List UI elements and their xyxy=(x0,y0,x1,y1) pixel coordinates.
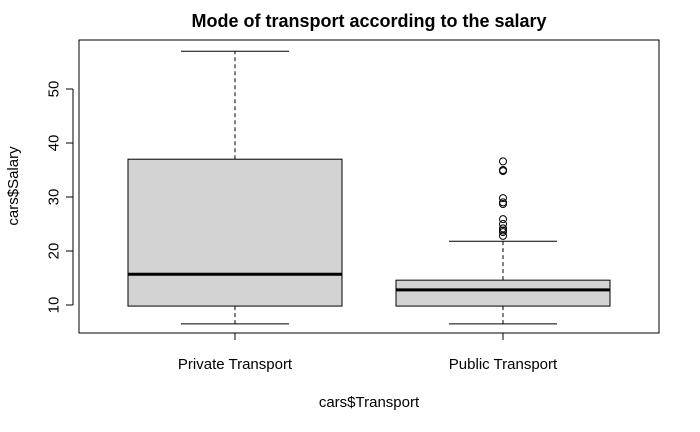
x-axis: Private Transport Public Transport xyxy=(178,333,558,373)
box-1 xyxy=(127,50,343,325)
boxes xyxy=(127,50,611,325)
x-tick-label: Public Transport xyxy=(449,356,558,373)
outlier-point xyxy=(499,231,507,240)
x-axis-label: cars$Transport xyxy=(319,394,420,411)
outlier-point xyxy=(499,166,507,174)
outlier-point xyxy=(499,194,507,203)
iqr-box xyxy=(127,158,343,307)
plot-frame xyxy=(78,39,660,334)
outlier-point xyxy=(499,198,507,207)
outlier-point xyxy=(499,226,507,235)
y-axis: 10 20 30 40 50 xyxy=(46,81,74,314)
y-axis-label: cars$Salary xyxy=(5,146,22,226)
y-tick-label: 50 xyxy=(46,81,63,98)
y-tick-label: 40 xyxy=(46,135,63,152)
y-tick-label: 20 xyxy=(46,243,63,260)
y-tick-label: 30 xyxy=(46,189,63,206)
iqr-box xyxy=(395,279,611,307)
y-tick-label: 10 xyxy=(46,297,63,314)
chart-title: Mode of transport according to the salar… xyxy=(191,11,546,31)
box-2 xyxy=(395,157,611,325)
x-tick-label: Private Transport xyxy=(178,356,293,373)
outlier-point xyxy=(499,157,507,166)
outlier-point xyxy=(499,220,507,228)
outlier-point xyxy=(499,224,507,233)
outlier-point xyxy=(499,215,507,224)
